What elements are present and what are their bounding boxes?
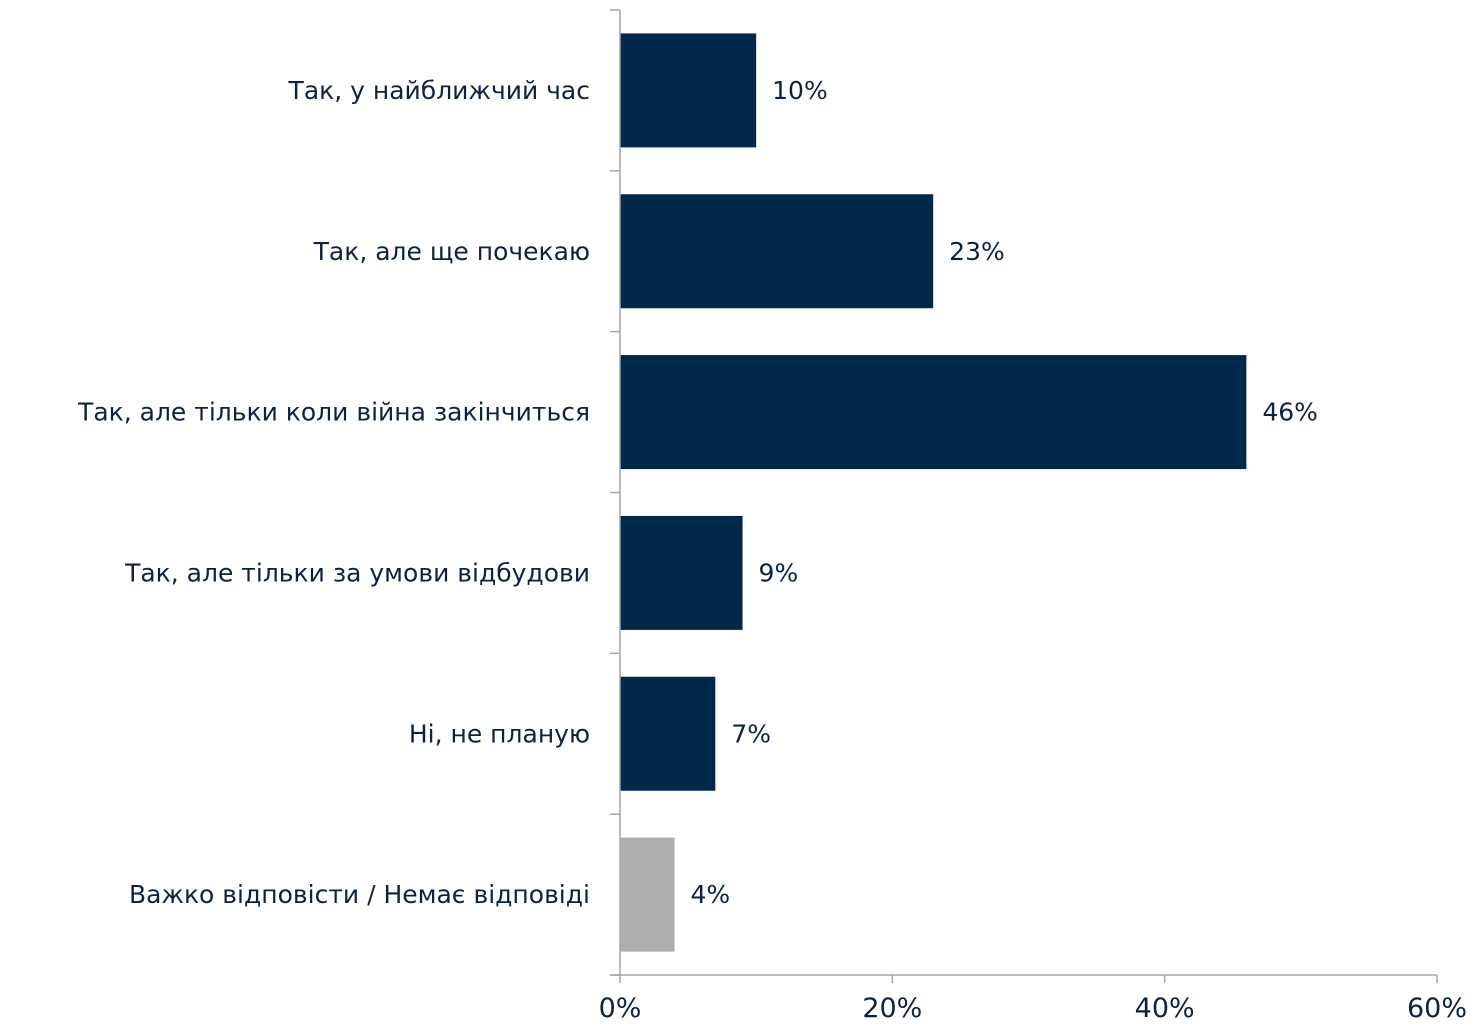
x-tick-label-1: 0% [599,993,642,1024]
bar-6 [620,837,675,952]
category-label-2: Так, але ще почекаю [313,237,590,266]
bar-5 [620,676,716,791]
bar-4 [620,515,743,630]
data-label-1: 10% [772,76,828,105]
data-label-5: 7% [731,719,771,748]
bar-3 [620,355,1247,470]
bar-2 [620,194,934,309]
data-label-4: 9% [759,558,799,587]
category-label-6: Важко відповісти / Немає відповіді [129,880,590,909]
data-label-6: 4% [690,880,730,909]
category-label-1: Так, у найближчий час [288,76,590,105]
bar-1 [620,33,757,148]
category-label-3: Так, але тільки коли війна закінчиться [77,398,590,427]
category-label-4: Так, але тільки за умови відбудови [124,558,590,587]
labels-group: Так, у найближчий час 10% Так, але ще поче… [77,76,1467,1024]
data-label-3: 46% [1262,398,1318,427]
x-tick-label-3: 40% [1135,993,1195,1024]
x-tick-label-2: 20% [862,993,922,1024]
data-label-2: 23% [949,237,1005,266]
category-label-5: Ні, не планую [409,719,590,748]
bars-group [620,33,1247,952]
axes-group [610,9,1438,983]
x-tick-label-4: 60% [1407,993,1467,1024]
